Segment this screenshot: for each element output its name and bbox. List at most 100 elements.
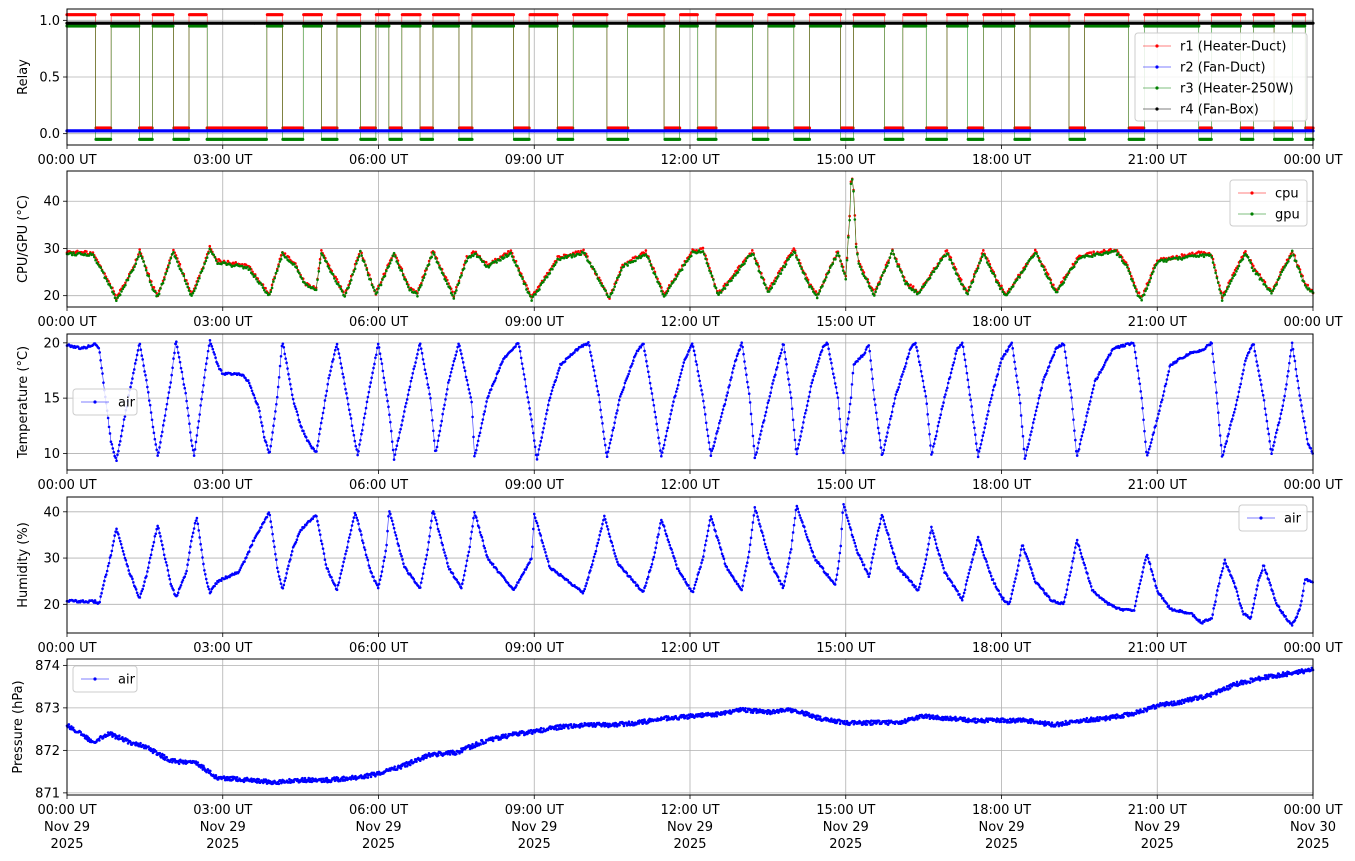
r3-heater-250w-point xyxy=(358,24,362,28)
r3-heater-250w-point xyxy=(882,24,886,28)
relay-chart-axes: 0.00.51.000:00 UT 03:00 UT 06:00 UT 09:00 U… xyxy=(16,8,1343,168)
r3-heater-250w-point xyxy=(511,24,516,28)
r3-heater-250w-point xyxy=(1271,24,1276,28)
cpu-gpu-chart-cpu-point xyxy=(138,248,141,251)
r1-heater-duct-point xyxy=(695,13,699,17)
legend-label: r4 (Fan-Box) xyxy=(1180,103,1259,118)
legend-marker xyxy=(1155,65,1159,69)
r3-heater-250w-point xyxy=(571,137,575,141)
r1-heater-duct-point xyxy=(1271,13,1276,17)
r1-heater-duct-point xyxy=(924,13,928,17)
x-tick-label: 18:00 UT xyxy=(972,315,1031,330)
r4-fan-box-markers xyxy=(65,21,1315,25)
r1-heater-duct-point xyxy=(1251,126,1255,130)
r3-heater-250w-point xyxy=(605,24,609,28)
r3-heater-250w-point xyxy=(335,137,339,141)
r3-heater-250w-point xyxy=(695,24,699,28)
legend-label: r1 (Heater-Duct) xyxy=(1180,40,1286,55)
x-tick-label: 09:00 UT xyxy=(505,315,564,330)
x-tick-label: 06:00 UT xyxy=(349,315,408,330)
r1-heater-duct-point xyxy=(186,126,191,130)
r1-heater-duct-point xyxy=(1197,13,1201,17)
r3-heater-250w-point xyxy=(430,137,435,141)
r1-heater-duct-point xyxy=(264,126,268,130)
r1-heater-duct-point xyxy=(418,13,422,17)
r3-heater-250w-point xyxy=(1142,137,1146,141)
r3-heater-250w-point xyxy=(1197,24,1201,28)
r3-heater-250w-point xyxy=(204,24,208,28)
r3-heater-250w-point xyxy=(851,137,855,141)
r1-heater-duct-point xyxy=(1142,126,1146,130)
r1-heater-duct-point xyxy=(882,13,886,17)
cpu-gpu-chart-cpu-point xyxy=(85,250,88,253)
r1-heater-duct-point xyxy=(571,126,575,130)
r1-heater-duct-point xyxy=(430,126,435,130)
r1-heater-duct-point xyxy=(1027,126,1032,130)
r3-heater-250w-point xyxy=(186,137,191,141)
r3-heater-250w-point xyxy=(1126,24,1130,28)
r3-heater-250w-point xyxy=(470,137,474,141)
x-tick-label: 00:00 UT xyxy=(1283,153,1342,168)
r3-heater-250w-point xyxy=(418,24,422,28)
relay-chart-ticks: 0.00.51.000:00 UT 03:00 UT 06:00 UT 09:00 U… xyxy=(37,14,1342,168)
r3-heater-250w-point xyxy=(109,137,113,141)
r1-heater-duct-point xyxy=(1012,13,1016,17)
x-tick-label: 21:00 UT xyxy=(1128,315,1187,330)
r3-heater-250w-point xyxy=(280,24,284,28)
r3-heater-250w-point xyxy=(301,137,305,141)
r1-heater-duct-point xyxy=(109,126,113,130)
x-tick-label: 00:00 UT xyxy=(37,153,96,168)
r3-heater-250w-point xyxy=(1251,137,1255,141)
legend-marker xyxy=(1155,107,1159,111)
r3-heater-250w-point xyxy=(626,137,630,141)
r3-heater-250w-point xyxy=(1290,137,1294,141)
r1-heater-duct-point xyxy=(662,13,666,17)
x-tick-label: 09:00 UT xyxy=(505,153,564,168)
r3-heater-250w-point xyxy=(1238,24,1242,28)
r3-heater-250w-point xyxy=(792,24,796,28)
r3-heater-250w-point xyxy=(93,24,97,28)
r3-heater-250w-point xyxy=(965,24,969,28)
r3-heater-250w-point xyxy=(678,137,682,141)
r3-heater-250w-point xyxy=(150,137,154,141)
r1-heater-duct-point xyxy=(150,126,154,130)
r1-heater-duct-point xyxy=(1067,13,1071,17)
r1-heater-duct-point xyxy=(981,126,985,130)
x-tick-label: 12:00 UT xyxy=(660,315,719,330)
x-tick-label: 00:00 UT xyxy=(37,315,96,330)
r3-heater-250w-point xyxy=(456,24,461,28)
r1-heater-duct-point xyxy=(1126,13,1130,17)
x-tick-label: 21:00 UT xyxy=(1128,153,1187,168)
r1-heater-duct-point xyxy=(93,13,97,17)
r3-heater-250w-point xyxy=(944,137,949,141)
legend-marker xyxy=(1155,44,1159,48)
r1-heater-duct-point xyxy=(456,13,461,17)
r1-heater-duct-point xyxy=(1238,13,1242,17)
legend-label: r3 (Heater-250W) xyxy=(1180,82,1294,97)
x-tick-label: 15:00 UT xyxy=(816,153,875,168)
r1-heater-duct-point xyxy=(319,13,323,17)
r1-heater-duct-point xyxy=(301,126,305,130)
r3-heater-250w-point xyxy=(137,24,141,28)
r1-heater-duct-point xyxy=(511,13,516,17)
r3-heater-250w-point xyxy=(981,137,985,141)
r1-heater-duct-point xyxy=(358,13,362,17)
cpu-gpu-chart-cpu-point xyxy=(172,248,175,252)
r1-heater-duct-point xyxy=(605,13,609,17)
r3-heater-250w-point xyxy=(1067,24,1071,28)
r1-heater-duct-point xyxy=(1209,126,1213,130)
x-tick-label: 03:00 UT xyxy=(193,315,252,330)
r3-heater-250w-point xyxy=(1027,137,1032,141)
r1-heater-duct-point xyxy=(373,126,377,130)
r1-heater-duct-point xyxy=(171,13,175,17)
x-tick-label: 15:00 UT xyxy=(816,315,875,330)
r3-heater-250w-point xyxy=(838,24,843,28)
r3-heater-250w-point xyxy=(527,137,531,141)
r1-heater-duct-point xyxy=(137,13,141,17)
r3-heater-250w-point xyxy=(171,24,175,28)
x-tick-label: 12:00 UT xyxy=(660,153,719,168)
legend-label: r2 (Fan-Duct) xyxy=(1180,61,1266,76)
y-tick-label: 40 xyxy=(43,195,60,210)
r3-heater-250w-point xyxy=(373,137,377,141)
